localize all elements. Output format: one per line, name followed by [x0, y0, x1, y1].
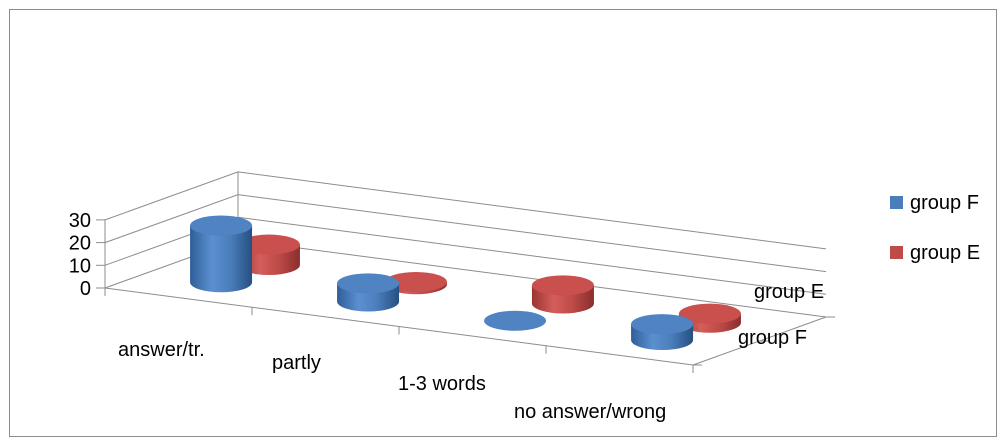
axes	[96, 219, 835, 373]
group-f-bar	[190, 215, 253, 293]
group-e-bar	[678, 303, 741, 333]
group-e-bar	[384, 271, 447, 295]
depth-label: group E	[754, 281, 824, 303]
group-e-bar-top	[678, 303, 741, 324]
legend-label: group F	[910, 192, 979, 214]
value-tick-label: 20	[69, 233, 91, 255]
group-f-bar-top	[631, 314, 694, 335]
legend-label: group E	[910, 242, 980, 264]
category-label: answer/tr.	[118, 339, 205, 361]
group-f-bar	[484, 310, 547, 331]
value-tick-label: 10	[69, 255, 91, 277]
group-f-bar-top	[337, 273, 400, 294]
group-f-bar-top	[484, 310, 547, 331]
group-f-bar-top	[190, 215, 253, 236]
group-e-bar	[531, 275, 594, 314]
value-tick-label: 30	[69, 210, 91, 232]
group-f-bar	[337, 273, 400, 312]
bars	[190, 215, 741, 351]
legend: group F group E	[890, 192, 980, 264]
group-e-bar-top	[237, 234, 300, 255]
value-tick-label: 0	[80, 278, 91, 300]
group-e-bar-top	[384, 271, 447, 292]
group-e-bar	[237, 234, 300, 275]
category-label: partly	[272, 352, 321, 374]
legend-swatch	[890, 246, 903, 259]
depth-label: group F	[738, 327, 807, 349]
group-e-bar-top	[531, 275, 594, 296]
group-f-bar	[631, 314, 694, 351]
category-label: 1-3 words	[398, 373, 486, 395]
category-label: no answer/wrong	[514, 401, 666, 423]
chart-area	[9, 9, 997, 437]
group-f-bar-body	[190, 225, 253, 293]
legend-swatch	[890, 196, 903, 209]
